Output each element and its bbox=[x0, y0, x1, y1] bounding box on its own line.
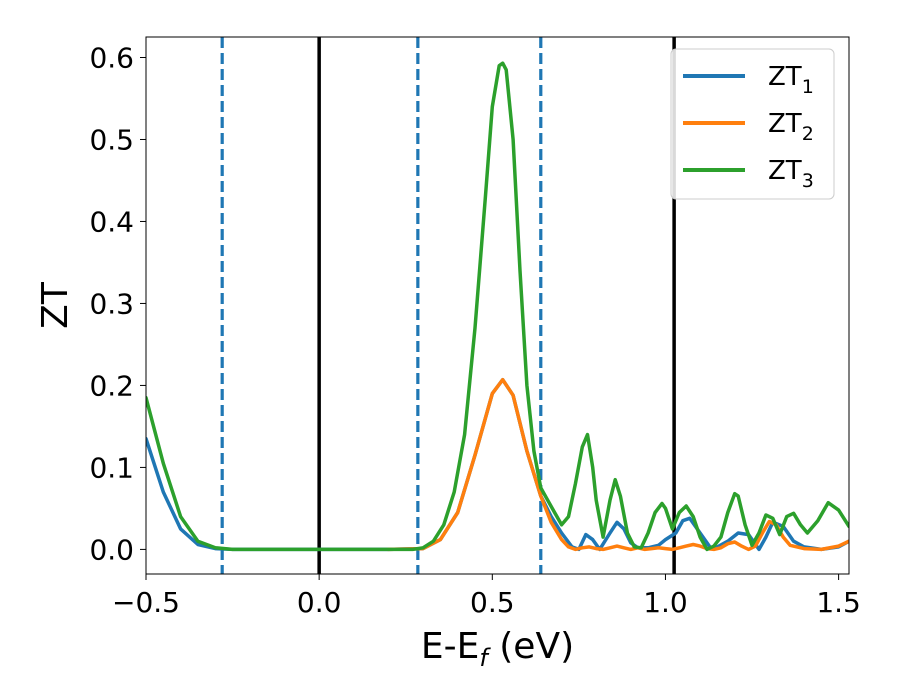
y-axis: 0.0 0.1 0.2 0.3 0.4 0.5 0.6 bbox=[89, 41, 146, 566]
legend-box bbox=[670, 48, 835, 200]
reference-lines bbox=[220, 37, 676, 574]
legend-item-zt2: ZT2 bbox=[683, 109, 814, 145]
x-axis: −0.5 0.0 0.5 1.0 1.5 bbox=[112, 574, 861, 619]
y-tick-label: 0.4 bbox=[89, 205, 134, 238]
y-axis-title: ZT bbox=[35, 281, 76, 329]
y-tick-label: 0.2 bbox=[89, 369, 134, 402]
y-tick-label: 0.5 bbox=[89, 123, 134, 156]
x-tick-label: 0.0 bbox=[297, 586, 342, 619]
x-axis-title-unit: (eV) bbox=[488, 626, 574, 667]
x-tick-label: −0.5 bbox=[112, 586, 180, 619]
series-layer bbox=[146, 61, 849, 552]
series-line-zt2 bbox=[386, 377, 849, 552]
y-tick-label: 0.0 bbox=[89, 533, 134, 566]
y-tick-label: 0.6 bbox=[89, 41, 134, 74]
legend: ZT1 ZT2 ZT3 bbox=[670, 48, 835, 200]
x-axis-title-base: E-E bbox=[421, 626, 479, 667]
legend-item-zt1: ZT1 bbox=[683, 62, 814, 98]
plot-frame bbox=[145, 36, 850, 575]
y-tick-label: 0.1 bbox=[89, 451, 134, 484]
legend-label: ZT2 bbox=[768, 109, 814, 145]
x-tick-label: 1.0 bbox=[643, 586, 688, 619]
legend-item-zt3: ZT3 bbox=[683, 156, 814, 192]
legend-label: ZT3 bbox=[768, 156, 814, 192]
legend-label: ZT1 bbox=[768, 62, 814, 98]
series-line-zt3 bbox=[146, 61, 849, 552]
x-axis-title: E-Ef (eV) bbox=[421, 626, 574, 672]
x-tick-label: 1.5 bbox=[816, 586, 861, 619]
y-tick-label: 0.3 bbox=[89, 287, 134, 320]
x-tick-label: 0.5 bbox=[470, 586, 515, 619]
